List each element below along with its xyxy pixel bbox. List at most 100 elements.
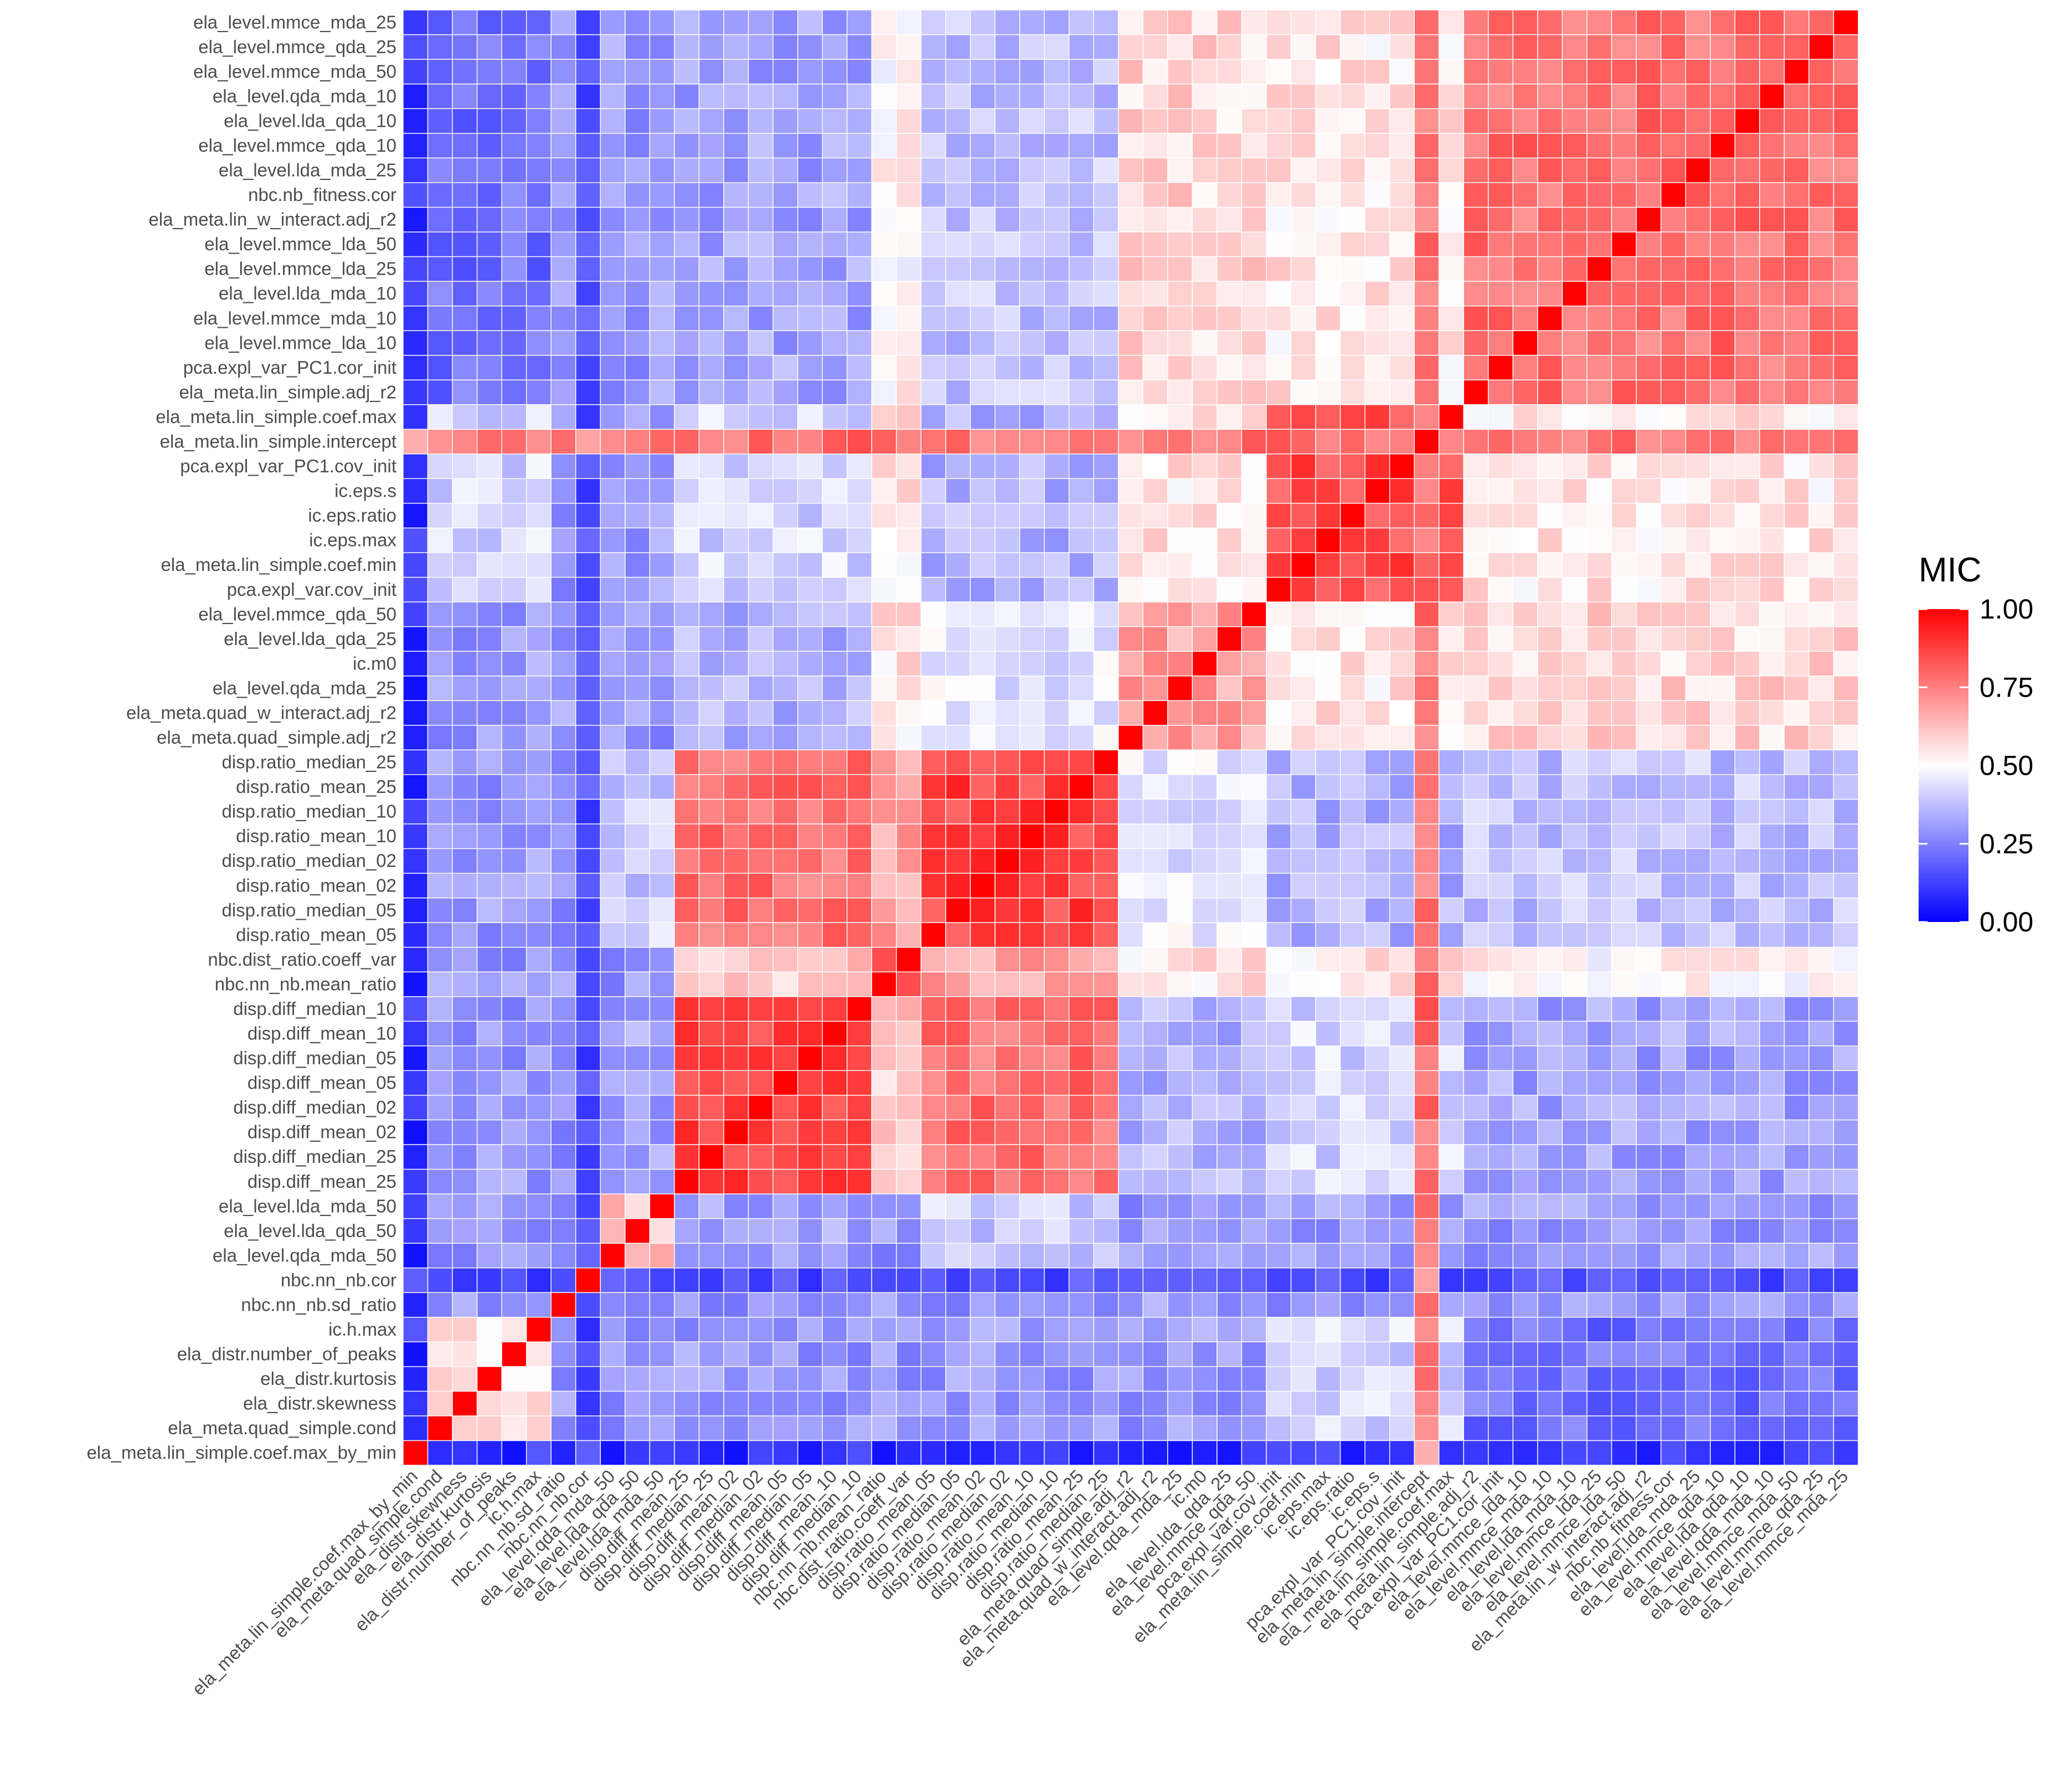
heatmap-cell	[1784, 404, 1810, 430]
heatmap-cell	[1118, 946, 1143, 972]
heatmap-cell	[1685, 379, 1711, 405]
heatmap-cell	[550, 1292, 576, 1318]
heatmap-cell	[1389, 133, 1415, 158]
heatmap-cell	[1266, 725, 1292, 750]
heatmap-cell	[649, 1415, 675, 1441]
heatmap-cell	[1439, 1292, 1465, 1318]
heatmap-cell	[1339, 823, 1365, 849]
heatmap-cell	[526, 231, 551, 257]
heatmap-cell	[1019, 1193, 1045, 1219]
heatmap-cell	[822, 1095, 848, 1121]
heatmap-cell	[1068, 996, 1094, 1022]
heatmap-cell	[1389, 996, 1415, 1022]
heatmap-cell	[600, 133, 626, 158]
heatmap-cell	[1710, 1021, 1735, 1047]
heatmap-cell	[575, 1390, 601, 1416]
heatmap-cell	[1833, 1292, 1859, 1318]
heatmap-cell	[427, 379, 453, 405]
heatmap-cell	[1512, 305, 1538, 331]
heatmap-cell	[674, 922, 700, 948]
heatmap-cell	[526, 725, 551, 750]
heatmap-cell	[1488, 675, 1514, 701]
heatmap-cell	[847, 1366, 873, 1392]
heatmap-cell	[526, 354, 551, 380]
heatmap-cell	[1389, 651, 1415, 677]
heatmap-cell	[550, 1070, 576, 1096]
heatmap-cell	[1439, 231, 1465, 257]
heatmap-cell	[1561, 354, 1587, 380]
heatmap-cell	[1488, 971, 1514, 997]
heatmap-cell	[1315, 83, 1341, 109]
heatmap-cell	[526, 59, 551, 85]
heatmap-cell	[970, 946, 996, 972]
heatmap-cell	[1266, 1243, 1292, 1269]
heatmap-cell	[1463, 305, 1489, 331]
heatmap-cell	[1019, 379, 1045, 405]
heatmap-cell	[748, 354, 774, 380]
heatmap-cell	[1586, 626, 1612, 652]
heatmap-cell	[452, 799, 478, 825]
heatmap-cell	[1414, 1415, 1440, 1441]
heatmap-cell	[748, 1119, 774, 1145]
heatmap-cell	[1636, 1415, 1662, 1441]
heatmap-cell	[476, 725, 502, 750]
y-tick-label: ic.eps.ratio	[308, 505, 396, 526]
heatmap-cell	[871, 552, 897, 578]
heatmap-cell	[1512, 182, 1538, 208]
heatmap-cell	[550, 503, 576, 529]
heatmap-cell	[526, 823, 551, 849]
heatmap-cell	[575, 379, 601, 405]
heatmap-cell	[1734, 1366, 1760, 1392]
heatmap-cell	[1685, 256, 1711, 282]
heatmap-cell	[1808, 379, 1834, 405]
heatmap-cell	[1636, 675, 1662, 701]
heatmap-cell	[920, 478, 946, 504]
heatmap-cell	[1068, 305, 1094, 331]
heatmap-cell	[649, 330, 675, 356]
heatmap-cell	[1488, 897, 1514, 923]
heatmap-cell	[1660, 651, 1686, 677]
heatmap-cell	[1439, 1021, 1465, 1047]
heatmap-cell	[600, 725, 626, 750]
heatmap-cell	[625, 700, 651, 726]
heatmap-cell	[1488, 83, 1514, 109]
heatmap-cell	[1142, 1119, 1168, 1145]
heatmap-cell	[1710, 996, 1735, 1022]
heatmap-cell	[1192, 1095, 1218, 1121]
heatmap-cell	[1241, 503, 1267, 529]
heatmap-cell	[797, 1045, 823, 1071]
heatmap-cell	[1537, 601, 1563, 627]
heatmap-cell	[772, 1440, 798, 1466]
heatmap-cell	[1389, 1218, 1415, 1244]
heatmap-cell	[1439, 1341, 1465, 1367]
heatmap-cell	[1734, 108, 1760, 134]
heatmap-cell	[748, 1317, 774, 1342]
heatmap-cell	[1463, 996, 1489, 1022]
heatmap-cell	[1660, 1292, 1686, 1318]
heatmap-cell	[871, 823, 897, 849]
heatmap-cell	[1364, 429, 1390, 455]
heatmap-cell	[1167, 749, 1193, 775]
heatmap-cell	[1439, 478, 1465, 504]
heatmap-cell	[1488, 182, 1514, 208]
heatmap-cell	[920, 34, 946, 60]
heatmap-cell	[871, 231, 897, 257]
heatmap-cell	[1068, 1267, 1094, 1293]
heatmap-cell	[698, 1095, 724, 1121]
heatmap-cell	[1512, 651, 1538, 677]
heatmap-cell	[674, 454, 700, 480]
heatmap-cell	[1339, 108, 1365, 134]
heatmap-cell	[1611, 1095, 1637, 1121]
heatmap-cell	[1093, 1317, 1119, 1342]
y-tick-label: disp.ratio_median_25	[221, 752, 396, 772]
heatmap-cell	[1093, 897, 1119, 923]
heatmap-cell	[501, 1070, 527, 1096]
heatmap-cell	[748, 1021, 774, 1047]
heatmap-cell	[1660, 281, 1686, 307]
heatmap-cell	[1118, 996, 1143, 1022]
heatmap-cell	[1685, 601, 1711, 627]
heatmap-cell	[1389, 1341, 1415, 1367]
heatmap-cell	[1439, 133, 1465, 158]
heatmap-cell	[1167, 725, 1193, 750]
heatmap-cell	[526, 1070, 551, 1096]
